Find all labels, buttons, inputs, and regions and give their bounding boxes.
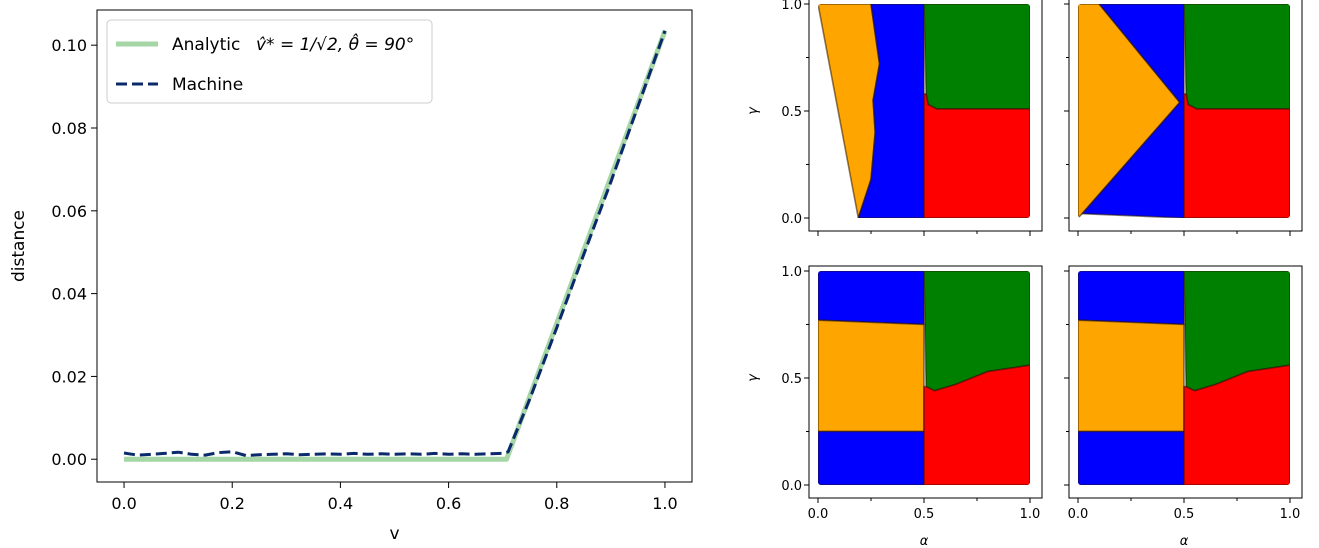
region-ffa500 [818,319,925,433]
region-ff0000 [1183,93,1290,218]
region-0000ff [818,430,925,485]
y-tick-label: 0.06 [51,202,87,221]
legend: Analytic v̂* = 1/√2, θ̂ = 90° Machine [106,19,433,104]
phase-diagram-panels: 0.0 0.5 1.0 γ 0.0 0.0 0.5 0.5 1.0 1.0 α γ 0.0 0.5 1.0 α [746,0,1303,548]
x-tick-label: 0.0 [111,494,136,513]
x-axis-label: v [389,524,399,544]
phase-panel-1: 0.0 0.5 1.0 γ [746,0,1043,236]
panel-x-axis-label: α [920,534,929,548]
phase-panel-2 [1064,0,1303,236]
panel-regions [1078,271,1290,485]
y-axis-label: distance [9,210,29,282]
x-tick-label: 1.0 [652,494,677,513]
panel-x-tick-label: 0.0 [808,507,829,522]
panel-y-axis-label: γ [746,106,761,115]
panel-x-tick-label: 1.0 [1280,507,1301,522]
region-0000ff [1081,4,1185,218]
panel-y-tick-label: 1.0 [781,265,802,280]
legend-math-analytic: v̂* = 1/√2, θ̂ = 90° [256,32,414,55]
panel-x-tick-label: 1.0 [1020,507,1041,522]
legend-label-analytic: Analytic [172,35,240,55]
panel-x-tick-label: 0.5 [1174,507,1195,522]
region-0000ff [818,271,925,326]
x-tick-label: 0.4 [328,494,353,513]
y-tick-label: 0.10 [51,36,87,55]
panel-y-axis-label: γ [746,373,761,382]
phase-panel-4: 0.0 0.5 1.0 α [1064,265,1303,548]
y-tick-label: 0.04 [51,285,87,304]
panel-y-tick-label: 1.0 [781,0,802,13]
legend-label-machine: Machine [172,75,243,95]
panel-y-tick-label: 0.0 [781,479,802,494]
x-tick-label: 0.2 [220,494,245,513]
region-0000ff [1078,271,1185,326]
phase-panel-3: 0.0 0.0 0.5 0.5 1.0 1.0 α γ [746,265,1043,548]
region-ffa500 [1078,319,1185,433]
region-ff0000 [923,93,1030,218]
series-line-analytic [124,29,668,462]
region-ff0000 [923,364,1030,485]
legend-box [106,19,433,104]
panel-y-tick-label: 0.0 [781,212,802,227]
panel-y-tick-label: 0.5 [781,105,802,120]
panel-x-tick-label: 0.0 [1068,507,1089,522]
panel-regions [818,4,1030,218]
y-tick-label: 0.02 [51,367,87,386]
region-0000ff [857,4,925,218]
x-tick-label: 0.8 [544,494,569,513]
main-line-plot: 0.0 0.2 0.4 0.6 0.8 1.0 0.00 0.02 0.04 0.06 0.08 0.… [9,9,693,544]
panel-regions [1078,4,1290,218]
region-ff0000 [1183,364,1290,485]
region-008000 [1183,4,1290,110]
main-axes-frame [96,9,693,483]
panel-regions [818,271,1030,485]
region-0000ff [1078,430,1185,485]
x-tick-label: 0.6 [436,494,461,513]
y-tick-label: 0.00 [51,450,87,469]
region-008000 [923,4,1030,110]
y-tick-label: 0.08 [51,119,87,138]
panel-y-tick-label: 0.5 [781,372,802,387]
panel-x-tick-label: 0.5 [914,507,935,522]
panel-x-axis-label: α [1180,534,1189,548]
